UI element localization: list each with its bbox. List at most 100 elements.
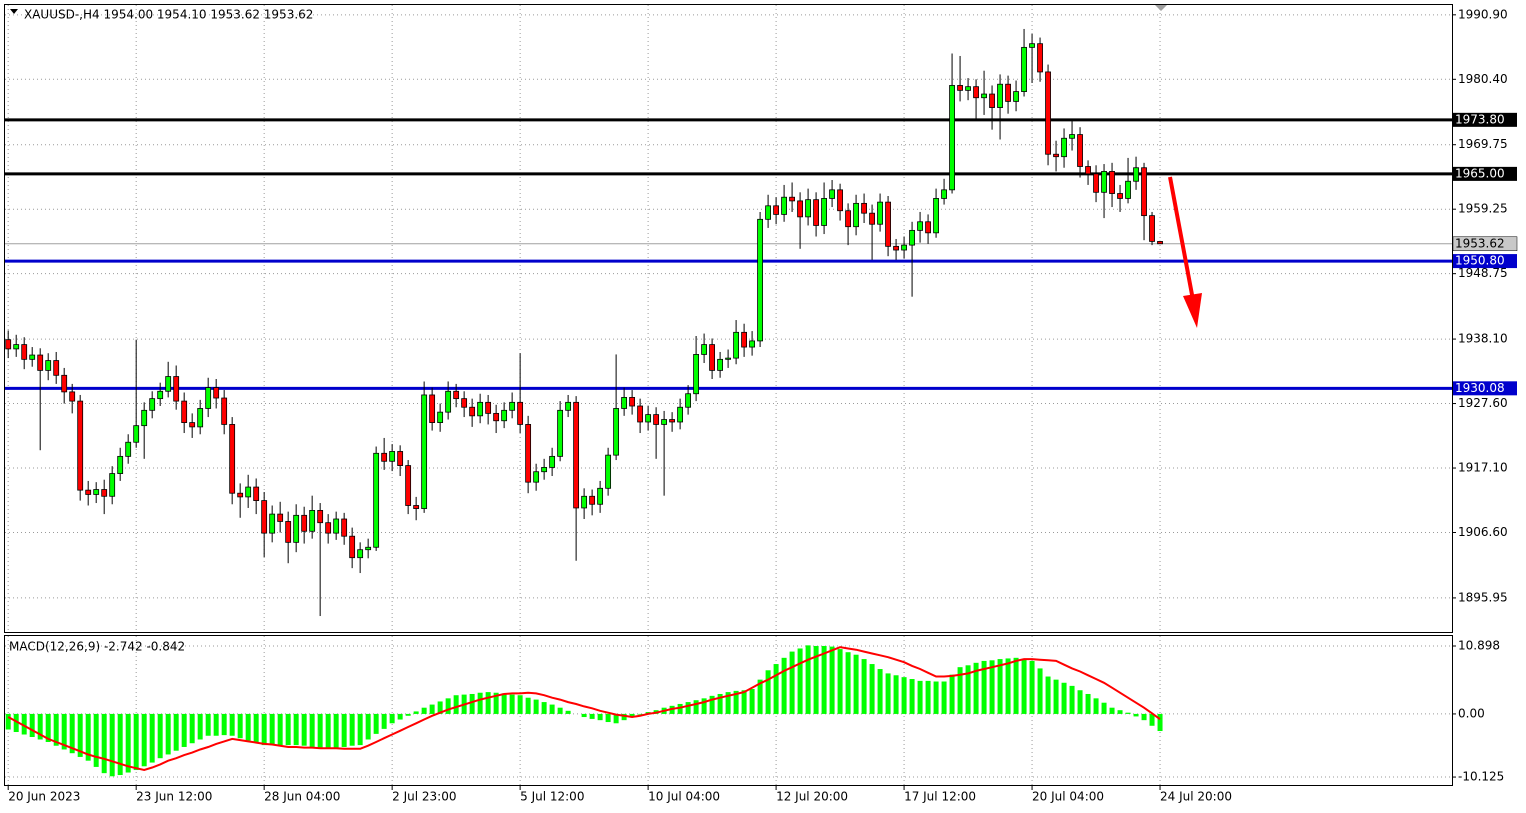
macd-bar bbox=[29, 713, 35, 737]
candle-body bbox=[829, 189, 835, 199]
candle-body bbox=[709, 344, 716, 371]
candle-body bbox=[189, 422, 196, 428]
candle-body bbox=[229, 424, 236, 494]
macd-bar bbox=[381, 713, 387, 729]
candle-body bbox=[677, 406, 684, 423]
level-label: 1930.08 bbox=[1455, 381, 1505, 395]
macd-bar bbox=[885, 673, 891, 714]
macd-bar bbox=[181, 713, 187, 747]
macd-bar bbox=[733, 690, 739, 714]
level-box bbox=[1453, 381, 1517, 396]
candle-body bbox=[717, 358, 724, 371]
candle-body bbox=[637, 405, 644, 423]
macd-bar bbox=[341, 713, 347, 747]
last-price-box bbox=[1452, 236, 1518, 252]
macd-bar bbox=[5, 713, 11, 730]
candle-body bbox=[1037, 43, 1043, 73]
macd-bar bbox=[629, 713, 635, 718]
macd-bar bbox=[165, 713, 171, 755]
candle-body bbox=[133, 425, 140, 443]
forecast-arrow-head bbox=[1183, 293, 1202, 328]
macd-bar bbox=[781, 657, 787, 714]
candle-body bbox=[877, 201, 883, 225]
candle-body bbox=[765, 205, 771, 220]
macd-bar bbox=[509, 694, 515, 714]
candle-body bbox=[629, 397, 636, 407]
macd-bar bbox=[1157, 713, 1163, 732]
macd-bar bbox=[541, 702, 547, 714]
dropdown-icon[interactable] bbox=[10, 9, 18, 14]
last-price-label: 1953.62 bbox=[1455, 236, 1505, 250]
candle-body bbox=[925, 221, 931, 234]
candle-body bbox=[61, 374, 68, 393]
candle-body bbox=[565, 401, 572, 411]
macd-bar bbox=[997, 659, 1003, 714]
macd-bar bbox=[981, 660, 987, 714]
candle-body bbox=[1061, 137, 1067, 158]
candle-body bbox=[37, 354, 44, 371]
candle-body bbox=[581, 495, 588, 509]
macd-bar bbox=[797, 648, 803, 714]
candle-body bbox=[1069, 134, 1075, 139]
macd-bar bbox=[365, 713, 371, 740]
macd-bar bbox=[397, 713, 403, 720]
macd-bar bbox=[685, 702, 691, 714]
macd-bar bbox=[357, 713, 363, 746]
candle-body bbox=[69, 391, 76, 402]
candle-body bbox=[21, 344, 28, 360]
macd-bar bbox=[821, 645, 827, 714]
candle-body bbox=[845, 210, 851, 228]
macd-bar bbox=[229, 713, 235, 736]
candle-body bbox=[589, 495, 596, 505]
candle-body bbox=[981, 93, 987, 99]
candle-body bbox=[365, 546, 372, 551]
candle-body bbox=[157, 390, 164, 400]
x-tick-label: 10 Jul 04:00 bbox=[648, 790, 720, 804]
candle-body bbox=[5, 339, 12, 350]
macd-bar bbox=[373, 713, 379, 734]
macd-bar bbox=[989, 660, 995, 714]
candle-body bbox=[533, 471, 540, 483]
macd-bar bbox=[757, 679, 763, 714]
macd-bar bbox=[1013, 657, 1019, 714]
macd-bar bbox=[197, 713, 203, 740]
macd-bar bbox=[13, 713, 19, 733]
macd-bar bbox=[813, 645, 819, 714]
candle-body bbox=[781, 196, 787, 215]
macd-bar bbox=[765, 670, 771, 714]
candle-body bbox=[341, 518, 348, 537]
macd-bar bbox=[557, 707, 563, 714]
macd-bar bbox=[149, 713, 155, 763]
candle-body bbox=[901, 244, 907, 251]
candle-body bbox=[357, 549, 364, 559]
macd-bar bbox=[253, 713, 259, 743]
candle-body bbox=[389, 451, 396, 462]
macd-title: MACD(12,26,9) -2.742 -0.842 bbox=[9, 640, 185, 654]
macd-bar bbox=[893, 675, 899, 714]
macd-bar bbox=[973, 662, 979, 714]
y-tick-label: 1969.75 bbox=[1458, 137, 1508, 151]
macd-bar bbox=[677, 703, 683, 714]
macd-bar bbox=[949, 674, 955, 714]
y-tick-label: 1948.75 bbox=[1458, 266, 1508, 280]
candle-body bbox=[165, 376, 172, 392]
macd-bar bbox=[213, 713, 219, 736]
macd-bar bbox=[117, 713, 123, 776]
macd-bar bbox=[965, 665, 971, 714]
shift-marker[interactable] bbox=[1155, 5, 1167, 11]
macd-bar bbox=[293, 713, 299, 746]
candle-body bbox=[1053, 153, 1059, 158]
candle-body bbox=[205, 387, 212, 409]
macd-bar bbox=[861, 659, 867, 714]
candle-body bbox=[101, 489, 108, 497]
x-tick-label: 20 Jul 04:00 bbox=[1032, 790, 1104, 804]
candle-body bbox=[645, 414, 652, 423]
macd-bar bbox=[581, 713, 587, 718]
candle-body bbox=[917, 221, 923, 231]
candle-body bbox=[45, 360, 52, 371]
x-tick-label: 17 Jul 12:00 bbox=[904, 790, 976, 804]
macd-bar bbox=[485, 692, 491, 714]
forecast-arrow bbox=[1168, 176, 1195, 301]
candle-body bbox=[1005, 83, 1011, 102]
